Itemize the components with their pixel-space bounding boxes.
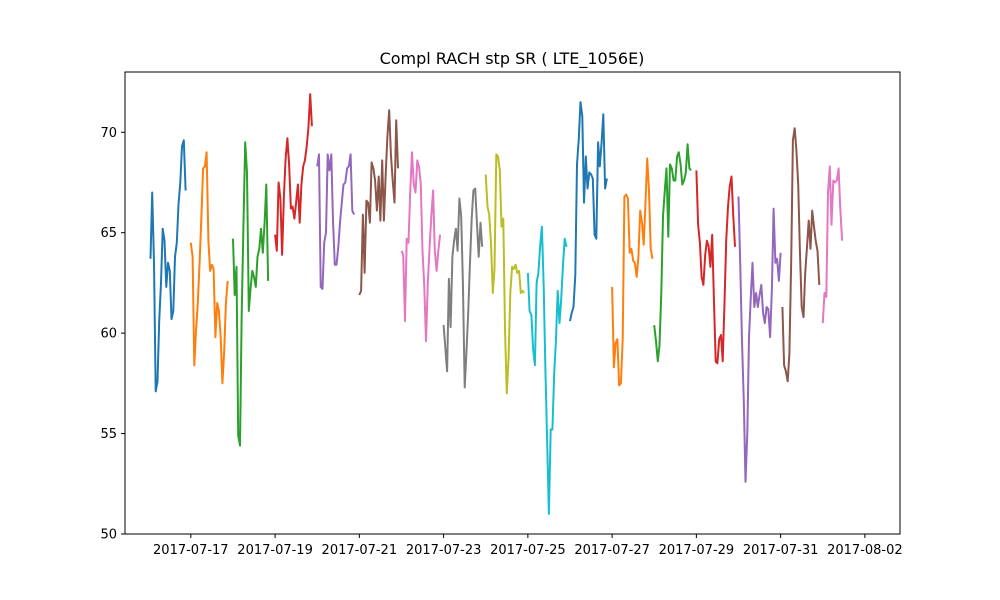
- series-line-7: [400, 151, 442, 343]
- series-line-15: [737, 196, 782, 483]
- y-tick-label: 55: [100, 427, 117, 442]
- x-tick-label: 2017-07-19: [237, 543, 313, 558]
- series-line-5: [316, 153, 356, 290]
- y-tick-label: 60: [100, 327, 117, 342]
- series-line-8: [442, 187, 484, 389]
- y-tick-label: 70: [100, 126, 117, 141]
- series-line-2: [189, 151, 229, 385]
- x-tick-label: 2017-07-29: [659, 543, 735, 558]
- series-line-4: [274, 93, 313, 256]
- series-line-11: [569, 101, 608, 322]
- x-axis: 2017-07-17 2017-07-19 2017-07-21 2017-07-23…: [153, 534, 903, 558]
- plot-area-frame: [124, 71, 901, 535]
- x-tick-label: 2017-07-21: [322, 543, 398, 558]
- x-tick-label: 2017-07-31: [743, 543, 819, 558]
- series-line-10: [526, 225, 568, 515]
- x-tick-label: 2017-07-27: [574, 543, 650, 558]
- series-line-17: [821, 165, 844, 324]
- series-line-3: [232, 141, 270, 447]
- chart-title: Compl RACH stp SR ( LTE_1056E): [380, 49, 645, 69]
- y-axis: 50 55 60 65 70: [100, 126, 125, 543]
- series-line-12: [611, 157, 654, 387]
- x-tick-label: 2017-07-23: [406, 543, 482, 558]
- y-tick-label: 65: [100, 226, 117, 241]
- series-line-1: [149, 139, 187, 393]
- series-line-16: [781, 127, 821, 383]
- y-tick-label: 50: [100, 528, 117, 543]
- x-tick-label: 2017-07-25: [490, 543, 566, 558]
- series-line-6: [358, 109, 399, 296]
- series-line-13: [653, 143, 692, 363]
- x-tick-label: 2017-08-02: [827, 543, 903, 558]
- x-tick-label: 2017-07-17: [153, 543, 229, 558]
- series-layer: [149, 93, 844, 515]
- series-line-14: [695, 170, 736, 365]
- series-line-9: [484, 153, 526, 395]
